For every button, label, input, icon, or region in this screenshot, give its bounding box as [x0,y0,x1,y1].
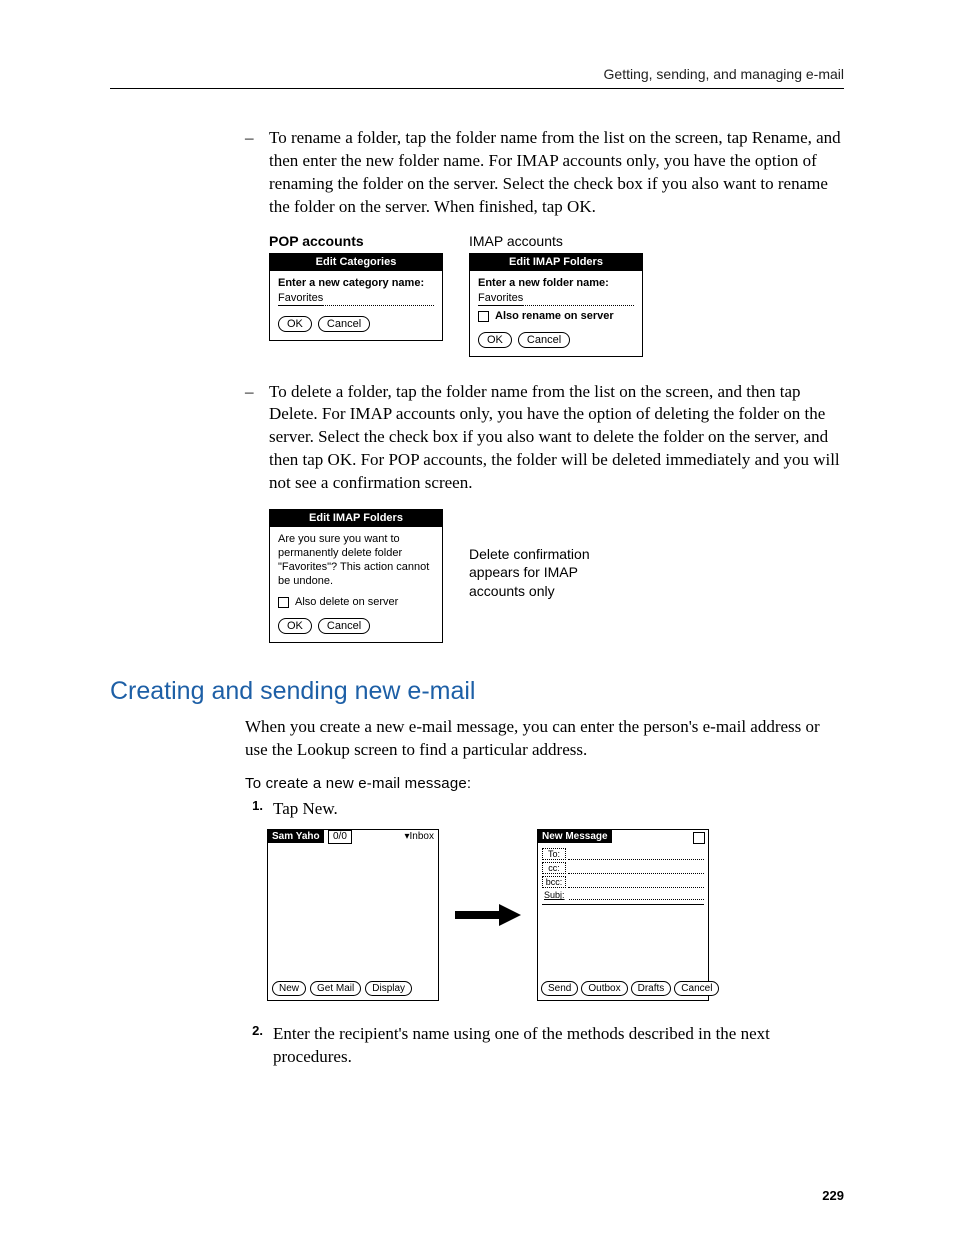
step-2-number: 2. [245,1023,263,1069]
new-mail-figure: Sam Yaho 0/0 Inbox New Get Mail Display … [267,829,844,1001]
inbox-count: 0/0 [328,830,352,844]
cc-label[interactable]: cc: [542,862,566,874]
section-heading: Creating and sending new e-mail [110,677,844,706]
new-message-screen: New Message To: cc: bcc: Subj: Send Outb… [537,829,709,1001]
edit-categories-title: Edit Categories [270,254,442,271]
edit-categories-dialog: Edit Categories Enter a new category nam… [269,253,443,342]
imap-label: IMAP accounts [469,233,643,249]
edit-imap-dialog: Edit IMAP Folders Enter a new folder nam… [469,253,643,357]
procedure-heading: To create a new e-mail message: [245,775,844,792]
cc-field[interactable] [568,864,704,874]
bcc-label[interactable]: bcc: [542,876,566,888]
page-number: 229 [822,1188,844,1203]
delete-on-server-label: Also delete on server [295,596,398,608]
outbox-button[interactable]: Outbox [581,981,627,996]
step-1-number: 1. [245,798,263,821]
rename-on-server-checkbox[interactable] [478,311,489,322]
subj-label: Subj: [542,890,567,900]
running-header: Getting, sending, and managing e-mail [110,66,844,82]
new-button[interactable]: New [272,981,306,996]
step-2: 2. Enter the recipient's name using one … [245,1023,844,1069]
ok-button[interactable]: OK [278,316,312,332]
step-1: 1. Tap New. [245,798,844,821]
pop-label: POP accounts [269,233,443,249]
folder-name-input[interactable]: Favorites [478,292,523,306]
message-body-area[interactable] [542,904,704,905]
category-name-input[interactable]: Favorites [278,292,323,306]
rename-bullet: – To rename a folder, tap the folder nam… [245,127,844,219]
bcc-field[interactable] [568,878,704,888]
step-2-text: Enter the recipient's name using one of … [273,1023,844,1069]
inbox-folder-dropdown[interactable]: Inbox [405,831,435,842]
pop-column: POP accounts Edit Categories Enter a new… [269,233,443,342]
arrow-icon [453,904,523,926]
rename-text: To rename a folder, tap the folder name … [269,128,841,216]
to-label[interactable]: To: [542,848,566,860]
edit-imap-prompt: Enter a new folder name: [478,277,634,290]
ok-button[interactable]: OK [478,332,512,348]
edit-imap-title: Edit IMAP Folders [470,254,642,271]
edit-categories-prompt: Enter a new category name: [278,277,434,290]
attachment-icon[interactable] [693,832,705,844]
ok-button[interactable]: OK [278,618,312,634]
new-message-title: New Message [538,830,612,843]
header-rule [110,88,844,89]
inbox-screen: Sam Yaho 0/0 Inbox New Get Mail Display [267,829,439,1001]
drafts-button[interactable]: Drafts [631,981,672,996]
display-button[interactable]: Display [365,981,412,996]
delete-confirm-message: Are you sure you want to permanently del… [278,533,434,588]
get-mail-button[interactable]: Get Mail [310,981,361,996]
subj-field[interactable] [569,890,704,900]
delete-side-note: Delete confirmation appears for IMAP acc… [469,509,619,600]
delete-text: To delete a folder, tap the folder name … [269,382,840,493]
step-1-text: Tap New. [273,798,844,821]
cancel-button[interactable]: Cancel [318,618,370,634]
dash-icon: – [245,381,254,404]
inbox-account-label: Sam Yaho [268,830,324,843]
cancel-button[interactable]: Cancel [518,332,570,348]
send-button[interactable]: Send [541,981,578,996]
section-intro: When you create a new e-mail message, yo… [245,716,844,762]
delete-confirm-title: Edit IMAP Folders [270,510,442,527]
rename-on-server-label: Also rename on server [495,310,614,322]
dash-icon: – [245,127,254,150]
delete-confirm-dialog: Edit IMAP Folders Are you sure you want … [269,509,443,642]
delete-bullet: – To delete a folder, tap the folder nam… [245,381,844,496]
to-field[interactable] [568,850,704,860]
cancel-button[interactable]: Cancel [674,981,719,996]
delete-on-server-checkbox[interactable] [278,597,289,608]
cancel-button[interactable]: Cancel [318,316,370,332]
imap-column: IMAP accounts Edit IMAP Folders Enter a … [469,233,643,357]
